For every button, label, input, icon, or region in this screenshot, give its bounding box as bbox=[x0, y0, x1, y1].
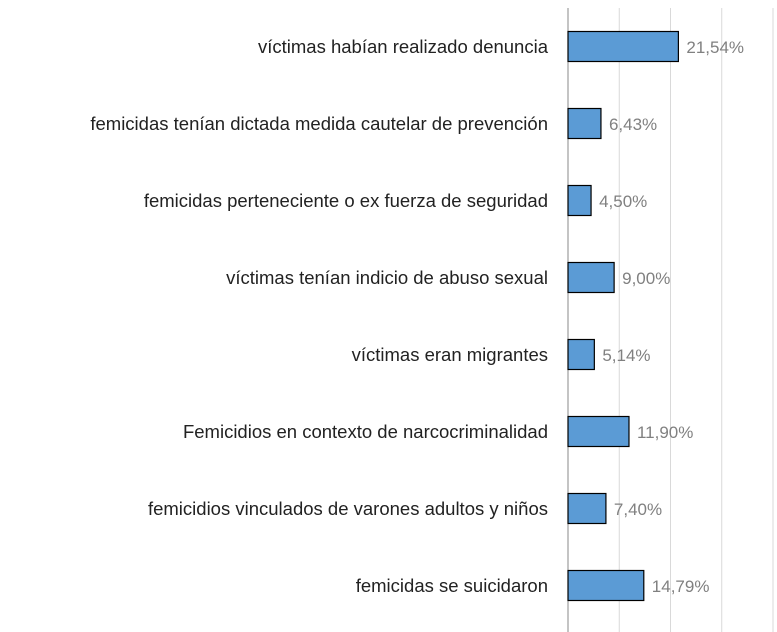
category-label: víctimas habían realizado denuncia bbox=[257, 35, 548, 57]
category-label: femicidas perteneciente o ex fuerza de s… bbox=[143, 189, 548, 211]
bar bbox=[567, 492, 607, 525]
bar bbox=[567, 415, 630, 448]
category-label: femicidas se suicidaron bbox=[355, 574, 548, 596]
value-label: 14,79% bbox=[652, 577, 710, 596]
bar bbox=[567, 338, 595, 371]
category-label: víctimas eran migrantes bbox=[351, 343, 548, 365]
bar bbox=[567, 107, 602, 140]
value-label: 21,54% bbox=[686, 38, 744, 57]
bar bbox=[567, 569, 645, 602]
value-label: 7,40% bbox=[614, 500, 662, 519]
category-label: víctimas tenían indicio de abuso sexual bbox=[226, 266, 548, 288]
bar bbox=[567, 184, 592, 217]
bar bbox=[567, 261, 615, 294]
category-label: femicidas tenían dictada medida cautelar… bbox=[90, 112, 548, 134]
category-label: Femicidios en contexto de narcocriminali… bbox=[182, 420, 548, 442]
value-label: 9,00% bbox=[622, 269, 670, 288]
value-label: 11,90% bbox=[637, 423, 693, 442]
value-label: 5,14% bbox=[602, 346, 650, 365]
category-label: femicidios vinculados de varones adultos… bbox=[147, 497, 548, 519]
value-label: 4,50% bbox=[599, 192, 647, 211]
bar bbox=[567, 30, 679, 63]
value-label: 6,43% bbox=[609, 115, 657, 134]
